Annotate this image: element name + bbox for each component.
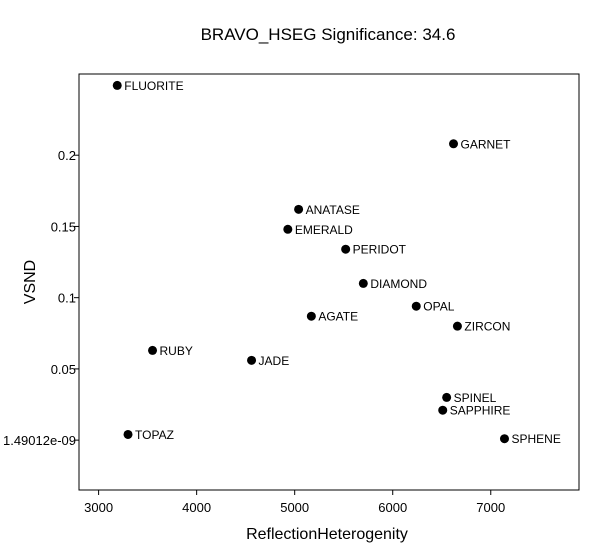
- y-tick-label: 0.1: [58, 291, 76, 306]
- y-tick-label: 1.49012e-09: [3, 433, 76, 448]
- y-axis-label: VSND: [22, 260, 39, 304]
- point-sapphire: [438, 405, 448, 415]
- x-axis: 3000 4000 5000 6000 7000: [84, 490, 505, 515]
- point-fluorite: [112, 80, 122, 90]
- plot-frame: [78, 73, 580, 491]
- x-tick-label: 5000: [280, 500, 309, 515]
- point-garnet: [449, 139, 459, 149]
- point-label-diamond: DIAMOND: [370, 277, 427, 291]
- point-label-ruby: RUBY: [160, 344, 193, 358]
- point-topaz: [123, 429, 133, 439]
- point-ruby: [148, 345, 158, 355]
- point-emerald: [283, 224, 293, 234]
- point-label-opal: OPAL: [423, 300, 454, 314]
- point-label-spinel: SPINEL: [454, 391, 497, 405]
- x-tick-label: 7000: [476, 500, 505, 515]
- point-agate: [306, 311, 316, 321]
- y-tick-label: 0.05: [51, 362, 76, 377]
- x-tick-label: 3000: [84, 500, 113, 515]
- point-label-emerald: EMERALD: [295, 223, 353, 237]
- point-label-zircon: ZIRCON: [464, 320, 510, 334]
- point-spinel: [442, 392, 452, 402]
- point-label-anatase: ANATASE: [306, 203, 360, 217]
- point-jade: [247, 355, 257, 365]
- point-sphene: [499, 434, 509, 444]
- point-label-peridot: PERIDOT: [353, 243, 407, 257]
- point-opal: [411, 301, 421, 311]
- point-label-fluorite: FLUORITE: [124, 79, 183, 93]
- point-label-garnet: GARNET: [461, 137, 512, 151]
- point-label-sapphire: SAPPHIRE: [450, 404, 511, 418]
- y-tick-label: 0.15: [51, 219, 76, 234]
- x-tick-label: 6000: [378, 500, 407, 515]
- point-anatase: [294, 204, 304, 214]
- point-diamond: [358, 278, 368, 288]
- point-label-topaz: TOPAZ: [135, 428, 174, 442]
- point-zircon: [452, 321, 462, 331]
- point-label-sphene: SPHENE: [511, 432, 560, 446]
- point-label-jade: JADE: [259, 354, 290, 368]
- y-axis: 1.49012e-09 0.05 0.1 0.15 0.2: [3, 148, 79, 448]
- point-label-agate: AGATE: [318, 310, 358, 324]
- x-tick-label: 4000: [182, 500, 211, 515]
- x-axis-label: ReflectionHeterogenity: [246, 526, 408, 543]
- y-tick-label: 0.2: [58, 148, 76, 163]
- point-peridot: [341, 244, 351, 254]
- chart-title: BRAVO_HSEG Significance: 34.6: [201, 25, 456, 44]
